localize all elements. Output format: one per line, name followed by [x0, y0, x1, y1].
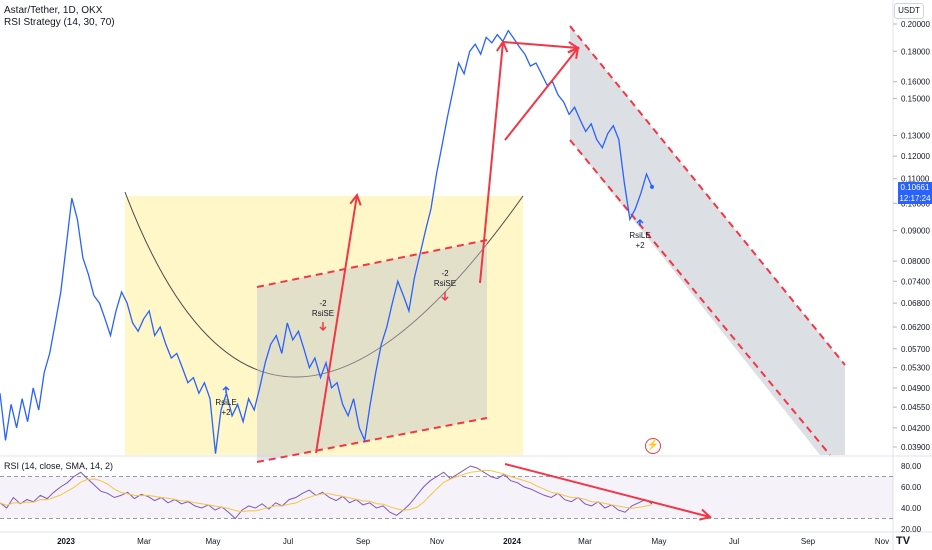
y-tick-label: 0.04550: [901, 403, 930, 412]
y-tick-label: 0.18000: [901, 47, 930, 56]
signal-qty: +2: [635, 241, 645, 250]
y-tick-label: 0.05300: [901, 364, 930, 373]
x-tick-label: Jul: [283, 537, 293, 546]
y-tick-label: 0.04200: [901, 424, 930, 433]
arrow-up-1: [315, 194, 358, 454]
y-tick-label: 0.13000: [901, 131, 930, 140]
y-tick-label: 0.16000: [901, 78, 930, 87]
y-tick-label: 0.20000: [901, 20, 930, 29]
lightning-icon[interactable]: ⚡: [645, 438, 661, 454]
channel-fill-1: [257, 240, 487, 462]
x-tick-label: 2024: [503, 537, 521, 546]
bar-countdown: 12:17:24: [899, 194, 931, 203]
arrow-up-1-head: [349, 192, 362, 206]
currency-selector[interactable]: USDT: [894, 3, 924, 19]
rsi-tick-label: 20.00: [901, 525, 922, 534]
y-tick-label: 0.07400: [901, 277, 930, 286]
y-tick-label: 0.12000: [901, 152, 930, 161]
cup-curve: [124, 191, 524, 378]
y-tick-label: 0.03900: [901, 443, 930, 452]
rsi-pane-title: RSI (14, close, SMA, 14, 2): [4, 461, 114, 471]
signal-label: RsiLE: [215, 398, 236, 407]
y-tick-label: 0.11000: [901, 175, 930, 184]
x-tick-label: May: [651, 537, 666, 546]
arrow-top-flat: [502, 41, 579, 49]
channel-top-1: [256, 239, 488, 288]
y-tick-label: 0.08000: [901, 257, 930, 266]
x-tick-label: Mar: [578, 537, 592, 546]
rsi-divergence-arrow: [504, 463, 711, 518]
strategy-label: RSI Strategy (14, 30, 70): [4, 17, 115, 28]
y-tick-label: 0.04900: [901, 384, 930, 393]
arrow-diagonal: [504, 47, 579, 141]
x-tick-label: Sep: [801, 537, 816, 546]
price-line: [0, 29, 653, 454]
rsi-tick-label: 40.00: [901, 504, 922, 513]
arrow-diagonal-head: [567, 46, 580, 60]
rsi-divergence-arrow-head: [699, 508, 713, 521]
channel-fill-2: [570, 26, 845, 455]
x-tick-label: Nov: [430, 537, 444, 546]
x-tick-label: Jul: [729, 537, 739, 546]
arrow-up-2: [479, 41, 504, 284]
signal-label: RsiSE: [312, 309, 334, 318]
y-tick-label: 0.06800: [901, 299, 930, 308]
x-tick-label: Sep: [356, 537, 371, 546]
channel-top-2: [569, 25, 846, 366]
channel-bottom-1: [256, 417, 488, 463]
y-tick-label: 0.06200: [901, 323, 930, 332]
rsi-tick-label: 60.00: [901, 483, 922, 492]
x-tick-label: Nov: [875, 537, 889, 546]
signal-label: RsiSE: [434, 279, 456, 288]
buy-arrow: [636, 218, 644, 226]
last-price-dot: [650, 184, 654, 189]
chart-title: Astar/Tether, 1D, OKX: [4, 5, 103, 16]
last-price-badge: 0.10661 12:17:24: [898, 182, 932, 204]
rsi-tick-label: 80.00: [901, 462, 922, 471]
y-tick-label: 0.15000: [901, 94, 930, 103]
signal-qty: -2: [441, 269, 449, 278]
x-tick-label: Mar: [137, 537, 151, 546]
y-tick-label: 0.09000: [901, 227, 930, 236]
cup-highlight: [125, 196, 523, 455]
sell-arrow: [441, 292, 449, 302]
buy-arrow: [222, 385, 230, 393]
x-tick-label: May: [205, 537, 220, 546]
last-price: 0.10661: [900, 183, 930, 192]
rsi-line: [0, 465, 653, 520]
signal-label: RsiLE: [629, 231, 650, 240]
rsi-ma-line: [0, 469, 653, 513]
signal-qty: -2: [319, 299, 327, 308]
x-tick-label: 2023: [57, 537, 75, 546]
channel-bottom-2: [569, 139, 831, 456]
tradingview-logo[interactable]: TV: [896, 535, 911, 547]
sell-arrow: [319, 322, 327, 332]
y-tick-label: 0.05700: [901, 345, 930, 354]
signal-qty: +2: [221, 408, 231, 417]
